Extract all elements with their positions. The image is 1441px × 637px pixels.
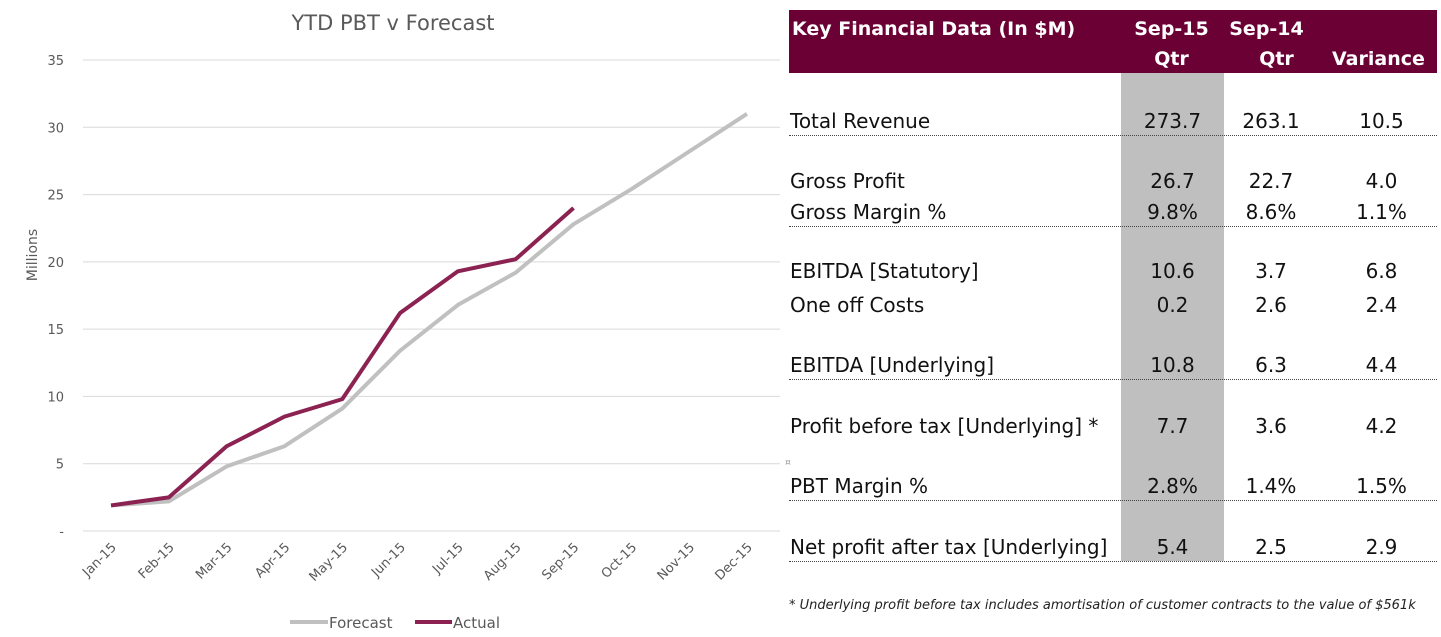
footnote: * Underlying profit before tax includes … — [789, 598, 1416, 613]
table-row: Gross Margin % 9.8% 8.6% 1.1% — [789, 196, 1437, 227]
variance-value: 2.9 — [1365, 535, 1398, 559]
x-tick-label: Nov-15 — [655, 540, 698, 583]
x-tick-label: May-15 — [307, 540, 351, 584]
x-tick-label: Mar-15 — [193, 540, 235, 582]
variance-value: 2.4 — [1365, 293, 1398, 317]
x-tick-label: Aug-15 — [481, 540, 525, 584]
x-tick-label: Jun-15 — [368, 540, 409, 581]
y-tick-label: - — [59, 525, 64, 540]
sep15-value: 2.8% — [1147, 474, 1198, 498]
legend: Forecast Actual — [290, 614, 500, 632]
row-label: EBITDA [Underlying] — [790, 353, 995, 377]
col-sep15-qtr: Qtr — [1154, 48, 1189, 70]
y-tick-label: 35 — [47, 54, 64, 69]
sep15-value: 0.2 — [1156, 293, 1189, 317]
y-tick-label: 15 — [47, 323, 64, 338]
table-header: Key Financial Data (In $M) Sep-15 Qtr Se… — [789, 10, 1437, 73]
table-row: EBITDA [Statutory] 10.6 3.7 6.8 — [789, 255, 1437, 285]
y-tick-label: 30 — [47, 121, 64, 136]
table-row: Net profit after tax [Underlying] 5.4 2.5 2… — [789, 531, 1437, 562]
col-variance: Variance — [1332, 48, 1425, 70]
row-label: Total Revenue — [790, 109, 931, 133]
row-label: Gross Margin % — [790, 200, 947, 224]
sep14-value: 2.6 — [1255, 293, 1287, 317]
sep15-value: 26.7 — [1150, 169, 1195, 193]
col-sep15: Sep-15 — [1134, 18, 1209, 40]
x-tick-label: Feb-15 — [136, 540, 178, 582]
sep15-value: 273.7 — [1143, 109, 1202, 133]
series-line-actual — [110, 206, 575, 508]
sep14-value: 263.1 — [1242, 109, 1300, 133]
col-sep14: Sep-14 — [1229, 18, 1304, 40]
table-row: PBT Margin % 2.8% 1.4% 1.5% — [789, 470, 1437, 501]
sep14-value: 22.7 — [1248, 169, 1294, 193]
x-tick-label: Jan-15 — [79, 540, 120, 581]
variance-value: 1.5% — [1356, 474, 1407, 498]
chart-title: YTD PBT v Forecast — [290, 11, 494, 35]
row-label: PBT Margin % — [790, 474, 929, 498]
table-row: Profit before tax [Underlying] * 7.7 3.6 4.… — [789, 410, 1437, 440]
y-axis-label: Millions — [25, 229, 41, 281]
sep14-value: 6.3 — [1255, 353, 1287, 377]
variance-value: 1.1% — [1356, 200, 1407, 224]
x-tick-label: Dec-15 — [712, 540, 755, 583]
sep14-value: 3.6 — [1255, 414, 1287, 438]
series-line-forecast — [110, 112, 749, 508]
variance-value: 4.2 — [1365, 414, 1398, 438]
sep14-value: 2.5 — [1255, 535, 1287, 559]
x-tick-label: Jul-15 — [429, 540, 466, 577]
row-label: Gross Profit — [790, 169, 905, 193]
sep15-value: 5.4 — [1156, 535, 1189, 559]
y-tick-label: 25 — [47, 189, 64, 204]
table-row: Gross Profit 26.7 22.7 4.0 — [789, 165, 1437, 195]
x-tick-label: Apr-15 — [252, 540, 293, 581]
row-label: EBITDA [Statutory] — [790, 259, 979, 283]
y-tick-label: 10 — [47, 390, 64, 405]
sep15-value: 9.8% — [1147, 200, 1198, 224]
legend-actual-label: Actual — [453, 614, 500, 632]
col-sep14-qtr: Qtr — [1259, 48, 1294, 70]
variance-value: 6.8 — [1365, 259, 1398, 283]
row-label: Net profit after tax [Underlying] — [790, 535, 1108, 559]
variance-value: 4.0 — [1365, 169, 1398, 193]
table-row: Total Revenue 273.7 263.1 10.5 — [789, 105, 1437, 136]
y-tick-label: 20 — [47, 256, 64, 271]
table-row: One off Costs 0.2 2.6 2.4 — [789, 289, 1437, 319]
variance-value: 4.4 — [1365, 353, 1398, 377]
current-quarter-highlight — [1121, 73, 1224, 561]
y-tick-label: 5 — [56, 458, 64, 473]
anchor-marker-icon: ¤ — [785, 458, 791, 468]
row-label: One off Costs — [790, 293, 925, 317]
sep14-value: 3.7 — [1255, 259, 1287, 283]
table-row: EBITDA [Underlying] 10.8 6.3 4.4 — [789, 349, 1437, 380]
sep14-value: 8.6% — [1245, 200, 1297, 224]
sep15-value: 10.8 — [1150, 353, 1195, 377]
legend-forecast-label: Forecast — [329, 614, 393, 632]
sep14-value: 1.4% — [1245, 474, 1297, 498]
x-tick-label: Sep-15 — [539, 540, 582, 583]
sep15-value: 7.7 — [1156, 414, 1189, 438]
variance-value: 10.5 — [1359, 109, 1404, 133]
x-tick-label: Oct-15 — [599, 540, 641, 582]
table-title: Key Financial Data (In $M) — [792, 18, 1076, 40]
sep15-value: 10.6 — [1150, 259, 1195, 283]
row-label: Profit before tax [Underlying] * — [790, 414, 1099, 438]
ytd-pbt-chart: YTD PBT v Forecast Millions - 5 10 15 20 25 30… — [25, 11, 780, 632]
